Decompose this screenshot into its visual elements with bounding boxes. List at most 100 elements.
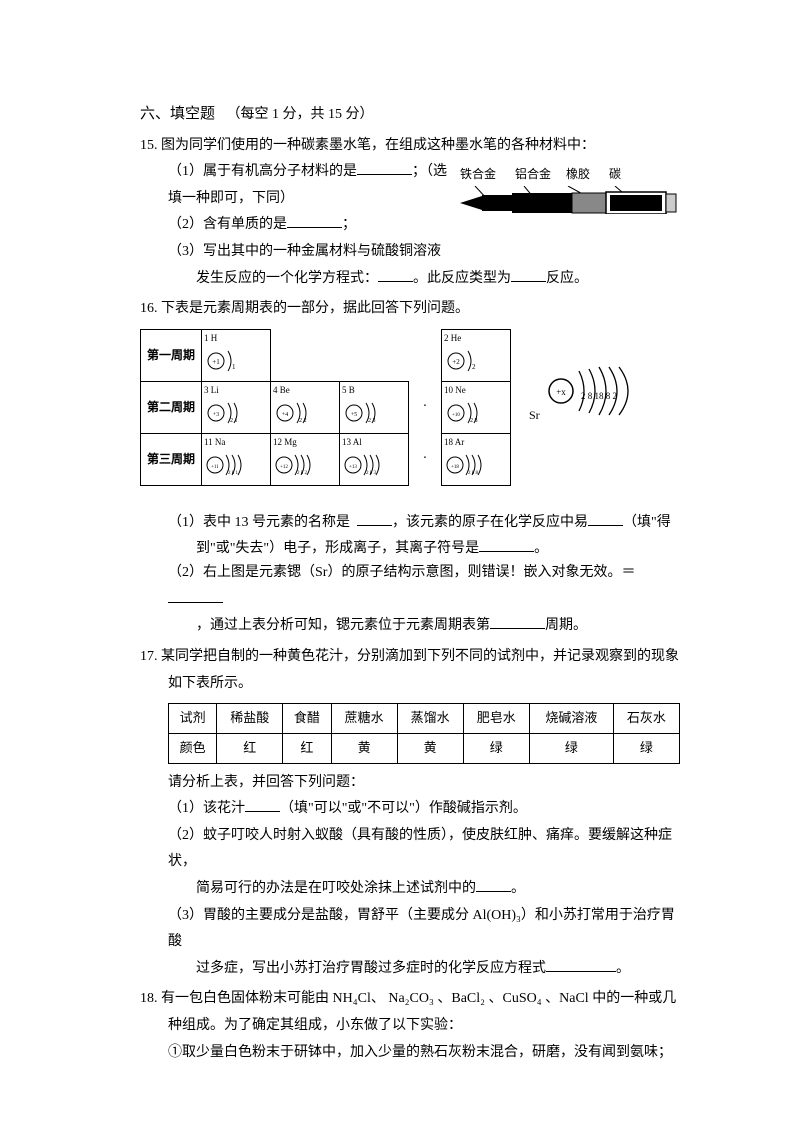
q16-2err: 错误！嵌入对象无效。 [481, 565, 621, 580]
blank [479, 537, 534, 552]
svg-text:+11: +11 [211, 465, 219, 470]
th: 蔗糖水 [331, 704, 397, 734]
blank [546, 957, 616, 972]
svg-text:2 1: 2 1 [230, 418, 238, 424]
sr-atom-svg: +x 2 8 18 8 2 [543, 363, 663, 419]
pen-svg [460, 186, 680, 214]
svg-text:2 8 18 8 2: 2 8 18 8 2 [581, 391, 617, 401]
th: 稀盐酸 [217, 704, 283, 734]
q16-1c: （填"得 [623, 515, 671, 530]
q17-3c: 。 [616, 961, 630, 976]
dots: · [409, 381, 442, 433]
table-header-row: 试剂 稀盐酸 食醋 蔗糖水 蒸馏水 肥皂水 烧碱溶液 石灰水 [169, 704, 680, 734]
th: 蒸馏水 [397, 704, 463, 734]
svg-text:+2: +2 [452, 358, 460, 366]
svg-text:+1: +1 [212, 358, 220, 366]
q16-stem: 下表是元素周期表的一部分，据此回答下列问题。 [161, 301, 469, 316]
th: 试剂 [169, 704, 217, 734]
pen-lbl-4: 碳 [609, 163, 639, 186]
svg-text:2 8 8: 2 8 8 [468, 471, 479, 476]
svg-text:2 8 2: 2 8 2 [297, 471, 308, 476]
cell-li: 3 Li +32 1 [202, 381, 271, 433]
section-title: 六、填空题 [140, 106, 215, 122]
blank [511, 267, 546, 282]
section-scoring: （每空 1 分，共 15 分） [227, 107, 374, 122]
svg-text:2: 2 [472, 363, 476, 371]
q15: 15. 图为同学们使用的一种碳素墨水笔，在组成这种墨水笔的各种材料中： 铁合金 … [140, 133, 680, 293]
svg-text:2 8 1: 2 8 1 [228, 471, 239, 476]
q15-2a: （2）含有单质的是 [168, 217, 287, 232]
q17-3a: （3）胃酸的主要成分是盐酸，胃舒平（主要成分 Al(OH)₃）和小苏打常用于治疗… [168, 908, 675, 950]
svg-text:+13: +13 [349, 465, 357, 470]
blank [357, 160, 412, 175]
q16-2b: ，通过上表分析可知，锶元素位于元素周期表第 [196, 618, 490, 633]
svg-text:2 2: 2 2 [299, 418, 307, 424]
blank [476, 877, 511, 892]
th: 石灰水 [613, 704, 679, 734]
th: 烧碱溶液 [529, 704, 613, 734]
q15-3c: 。此反应类型为 [413, 271, 511, 286]
cell-h: 1 H +11 [202, 329, 271, 381]
q18-stem1: 有一包白色固体粉末可能由 NH₄Cl、 Na₂CO₃ 、BaCl₂ 、CuSO₄… [161, 991, 676, 1006]
svg-text:+3: +3 [213, 412, 219, 418]
pen-lbl-3: 橡胶 [566, 163, 606, 186]
reagent-table: 试剂 稀盐酸 食醋 蔗糖水 蒸馏水 肥皂水 烧碱溶液 石灰水 颜色 红 红 黄 … [168, 703, 680, 763]
q17-stem2: 如下表所示。 [168, 676, 252, 691]
th: 食醋 [283, 704, 331, 734]
period-1: 第一周期 [141, 329, 202, 381]
pen-labels: 铁合金 铝合金 橡胶 碳 [460, 163, 680, 186]
cell-mg: 12 Mg +122 8 2 [271, 434, 340, 486]
cell-he: 2 He +22 [442, 329, 511, 381]
q15-1a: （1）属于有机高分子材料的是 [168, 164, 357, 179]
pen-lbl-1: 铁合金 [460, 163, 512, 186]
q15-3a: （3）写出其中的一种金属材料与硫酸铜溶液 [168, 244, 441, 259]
svg-text:+5: +5 [351, 412, 357, 418]
svg-text:2 3: 2 3 [368, 418, 376, 424]
section-heading: 六、填空题 （每空 1 分，共 15 分） [140, 100, 680, 129]
q16-1b: ，该元素的原子在化学反应中易 [392, 515, 588, 530]
svg-text:+12: +12 [280, 465, 288, 470]
td: 红 [283, 733, 331, 763]
cell-be: 4 Be +42 2 [271, 381, 340, 433]
td: 红 [217, 733, 283, 763]
q16-2a: （2）右上图是元素锶（Sr）的原子结构示意图，则 [168, 565, 481, 580]
q17-stem1: 某同学把自制的一种黄色花汁，分别滴加到下列不同的试剂中，并记录观察到的现象 [161, 649, 679, 664]
q17-1a: （1）该花汁 [168, 801, 245, 816]
td: 黄 [397, 733, 463, 763]
pen-figure: 铁合金 铝合金 橡胶 碳 [460, 163, 680, 224]
blank [357, 511, 392, 526]
cell-ne: 10 Ne +102 8 [442, 381, 511, 433]
q18: 18. 有一包白色固体粉末可能由 NH₄Cl、 Na₂CO₃ 、BaCl₂ 、C… [140, 986, 680, 1066]
dots: · [409, 434, 442, 486]
q18-step1: ①取少量白色粉末于研钵中，加入少量的熟石灰粉末混合，研磨，没有闻到氨味； [168, 1045, 672, 1060]
cell-al: 13 Al +132 8 3 [340, 434, 409, 486]
svg-text:+x: +x [556, 387, 566, 397]
q16-1a: （1）表中 13 号元素的名称是 [168, 515, 350, 530]
q17: 17. 某同学把自制的一种黄色花汁，分别滴加到下列不同的试剂中，并记录观察到的现… [140, 644, 680, 982]
q17-2b: 简易可行的办法是在叮咬处涂抹上述试剂中的 [196, 881, 476, 896]
th: 肥皂水 [463, 704, 529, 734]
q17-lead: 请分析上表，并回答下列问题： [168, 775, 364, 790]
q17-3b: 过多症，写出小苏打治疗胃酸过多症时的化学反应方程式 [196, 961, 546, 976]
q18-stem2: 种组成。为了确定其组成，小东做了以下实验： [168, 1018, 462, 1033]
td: 绿 [529, 733, 613, 763]
blank [245, 797, 280, 812]
td: 颜色 [169, 733, 217, 763]
q16: 16. 下表是元素周期表的一部分，据此回答下列问题。 第一周期 1 H +11 … [140, 296, 680, 640]
sr-label: Sr [529, 408, 540, 422]
td: 绿 [613, 733, 679, 763]
svg-text:+18: +18 [451, 465, 459, 470]
q15-stem: 图为同学们使用的一种碳素墨水笔，在组成这种墨水笔的各种材料中： [161, 138, 595, 153]
period-2: 第二周期 [141, 381, 202, 433]
svg-text:+10: +10 [452, 413, 460, 418]
q16-num: 16. [140, 301, 158, 316]
td: 绿 [463, 733, 529, 763]
cell-ar: 18 Ar +182 8 8 [442, 434, 511, 486]
blank [490, 614, 545, 629]
q16-1e: 。 [534, 541, 548, 556]
q16-1d: 到"或"失去"）电子，形成离子，其离子符号是 [196, 541, 479, 556]
sr-figure: Sr +x 2 8 18 8 2 [529, 363, 663, 430]
q15-2b: ； [342, 217, 356, 232]
td: 黄 [331, 733, 397, 763]
table-row: 颜色 红 红 黄 黄 绿 绿 绿 [169, 733, 680, 763]
